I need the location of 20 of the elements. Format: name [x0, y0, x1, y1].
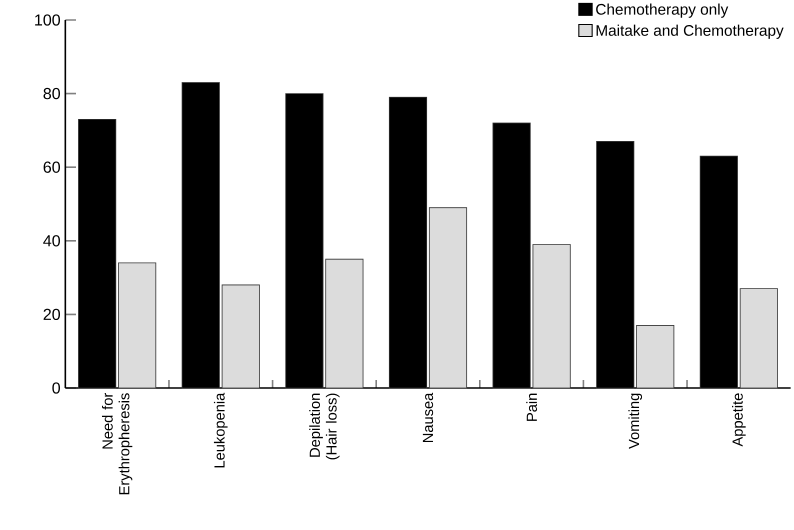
legend-label: Maitake and Chemotherapy [596, 24, 784, 39]
bar [325, 258, 364, 388]
y-tick-label: 40 [43, 235, 60, 246]
x-tick-label: Leukopenia [214, 392, 228, 468]
x-tick-label: Appetite [732, 393, 746, 446]
bar [740, 288, 778, 388]
x-tick-label: Depilation (Hair loss) [309, 394, 340, 460]
y-tick-label: 0 [52, 382, 60, 394]
y-tick-label: 60 [44, 162, 60, 173]
y-tick-label: 100 [35, 14, 60, 26]
legend-label: Chemotherapy only [596, 4, 728, 18]
bar [118, 262, 156, 388]
x-tick-label: Need for Erythropheresis [102, 392, 132, 494]
x-tick-label: Pain [526, 394, 537, 421]
y-tick-label: 20 [44, 308, 60, 320]
y-tick-label: 80 [44, 88, 60, 100]
bar [428, 207, 468, 388]
x-tick-label: Nausea [422, 392, 434, 442]
x-tick-label: Vomiting [628, 394, 642, 449]
bar [532, 244, 571, 388]
